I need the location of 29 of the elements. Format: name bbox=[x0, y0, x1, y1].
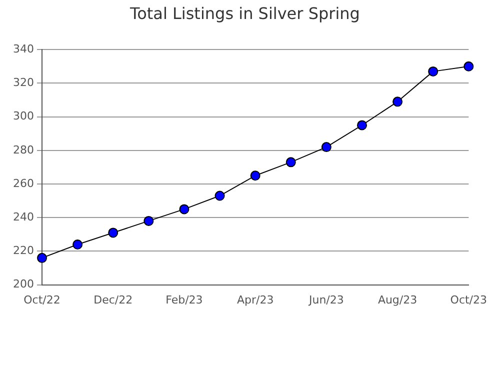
point bbox=[464, 61, 474, 72]
point bbox=[392, 96, 403, 107]
y-tick-label: 320 bbox=[12, 76, 34, 90]
point bbox=[72, 239, 83, 250]
point bbox=[286, 157, 296, 168]
x-tick-label: Oct/22 bbox=[24, 293, 60, 306]
point bbox=[214, 190, 225, 201]
x-tick-label: Jun/23 bbox=[308, 293, 344, 306]
point bbox=[108, 228, 118, 238]
x-tick-label: Dec/22 bbox=[94, 293, 133, 306]
y-tick-label: 280 bbox=[12, 143, 34, 156]
point bbox=[36, 252, 47, 263]
y-tick-label: 240 bbox=[12, 210, 34, 224]
y-tick-label: 340 bbox=[12, 42, 34, 56]
point bbox=[179, 204, 190, 214]
point bbox=[428, 66, 438, 76]
point bbox=[356, 120, 367, 130]
x-tick-label: Oct/23 bbox=[450, 293, 488, 306]
chart-title: Total Listings in Silver Spring bbox=[129, 4, 361, 23]
point bbox=[250, 170, 260, 181]
x-tick-label: Apr/23 bbox=[236, 293, 274, 306]
y-tick-label: 300 bbox=[12, 110, 34, 123]
point bbox=[144, 216, 154, 226]
point bbox=[321, 142, 332, 152]
x-tick-label: Aug/23 bbox=[378, 293, 418, 306]
x-tick-label: Feb/23 bbox=[166, 293, 203, 306]
y-tick-label: 200 bbox=[12, 278, 34, 291]
y-tick-label: 260 bbox=[12, 176, 34, 190]
y-tick-label: 220 bbox=[12, 244, 34, 258]
